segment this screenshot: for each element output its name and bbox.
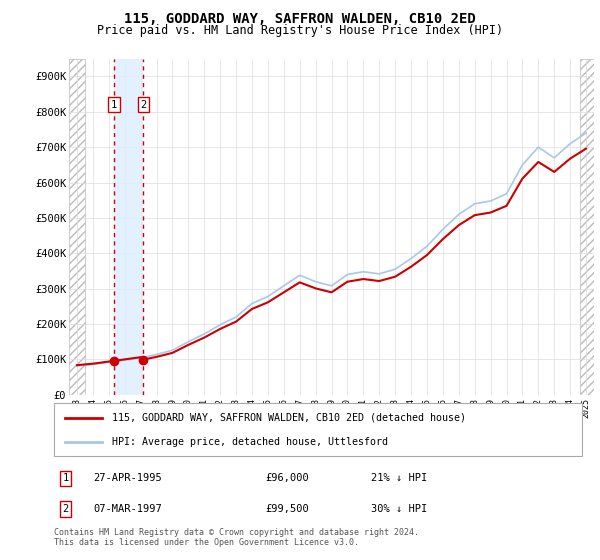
Text: Price paid vs. HM Land Registry's House Price Index (HPI): Price paid vs. HM Land Registry's House … xyxy=(97,24,503,37)
Bar xyxy=(114,59,143,395)
Text: 115, GODDARD WAY, SAFFRON WALDEN, CB10 2ED (detached house): 115, GODDARD WAY, SAFFRON WALDEN, CB10 2… xyxy=(112,413,466,423)
Bar xyxy=(69,59,85,395)
Text: Contains HM Land Registry data © Crown copyright and database right 2024.
This d: Contains HM Land Registry data © Crown c… xyxy=(54,528,419,547)
Text: HPI: Average price, detached house, Uttlesford: HPI: Average price, detached house, Uttl… xyxy=(112,437,388,447)
Text: 1: 1 xyxy=(111,100,117,110)
Text: 2: 2 xyxy=(140,100,146,110)
Text: 2: 2 xyxy=(62,504,69,514)
FancyBboxPatch shape xyxy=(54,403,582,456)
Text: 07-MAR-1997: 07-MAR-1997 xyxy=(94,504,163,514)
Bar xyxy=(580,59,594,395)
Text: 1: 1 xyxy=(62,473,69,483)
Text: 115, GODDARD WAY, SAFFRON WALDEN, CB10 2ED: 115, GODDARD WAY, SAFFRON WALDEN, CB10 2… xyxy=(124,12,476,26)
Text: 30% ↓ HPI: 30% ↓ HPI xyxy=(371,504,427,514)
Text: 27-APR-1995: 27-APR-1995 xyxy=(94,473,163,483)
Text: £96,000: £96,000 xyxy=(265,473,309,483)
Text: £99,500: £99,500 xyxy=(265,504,309,514)
Text: 21% ↓ HPI: 21% ↓ HPI xyxy=(371,473,427,483)
